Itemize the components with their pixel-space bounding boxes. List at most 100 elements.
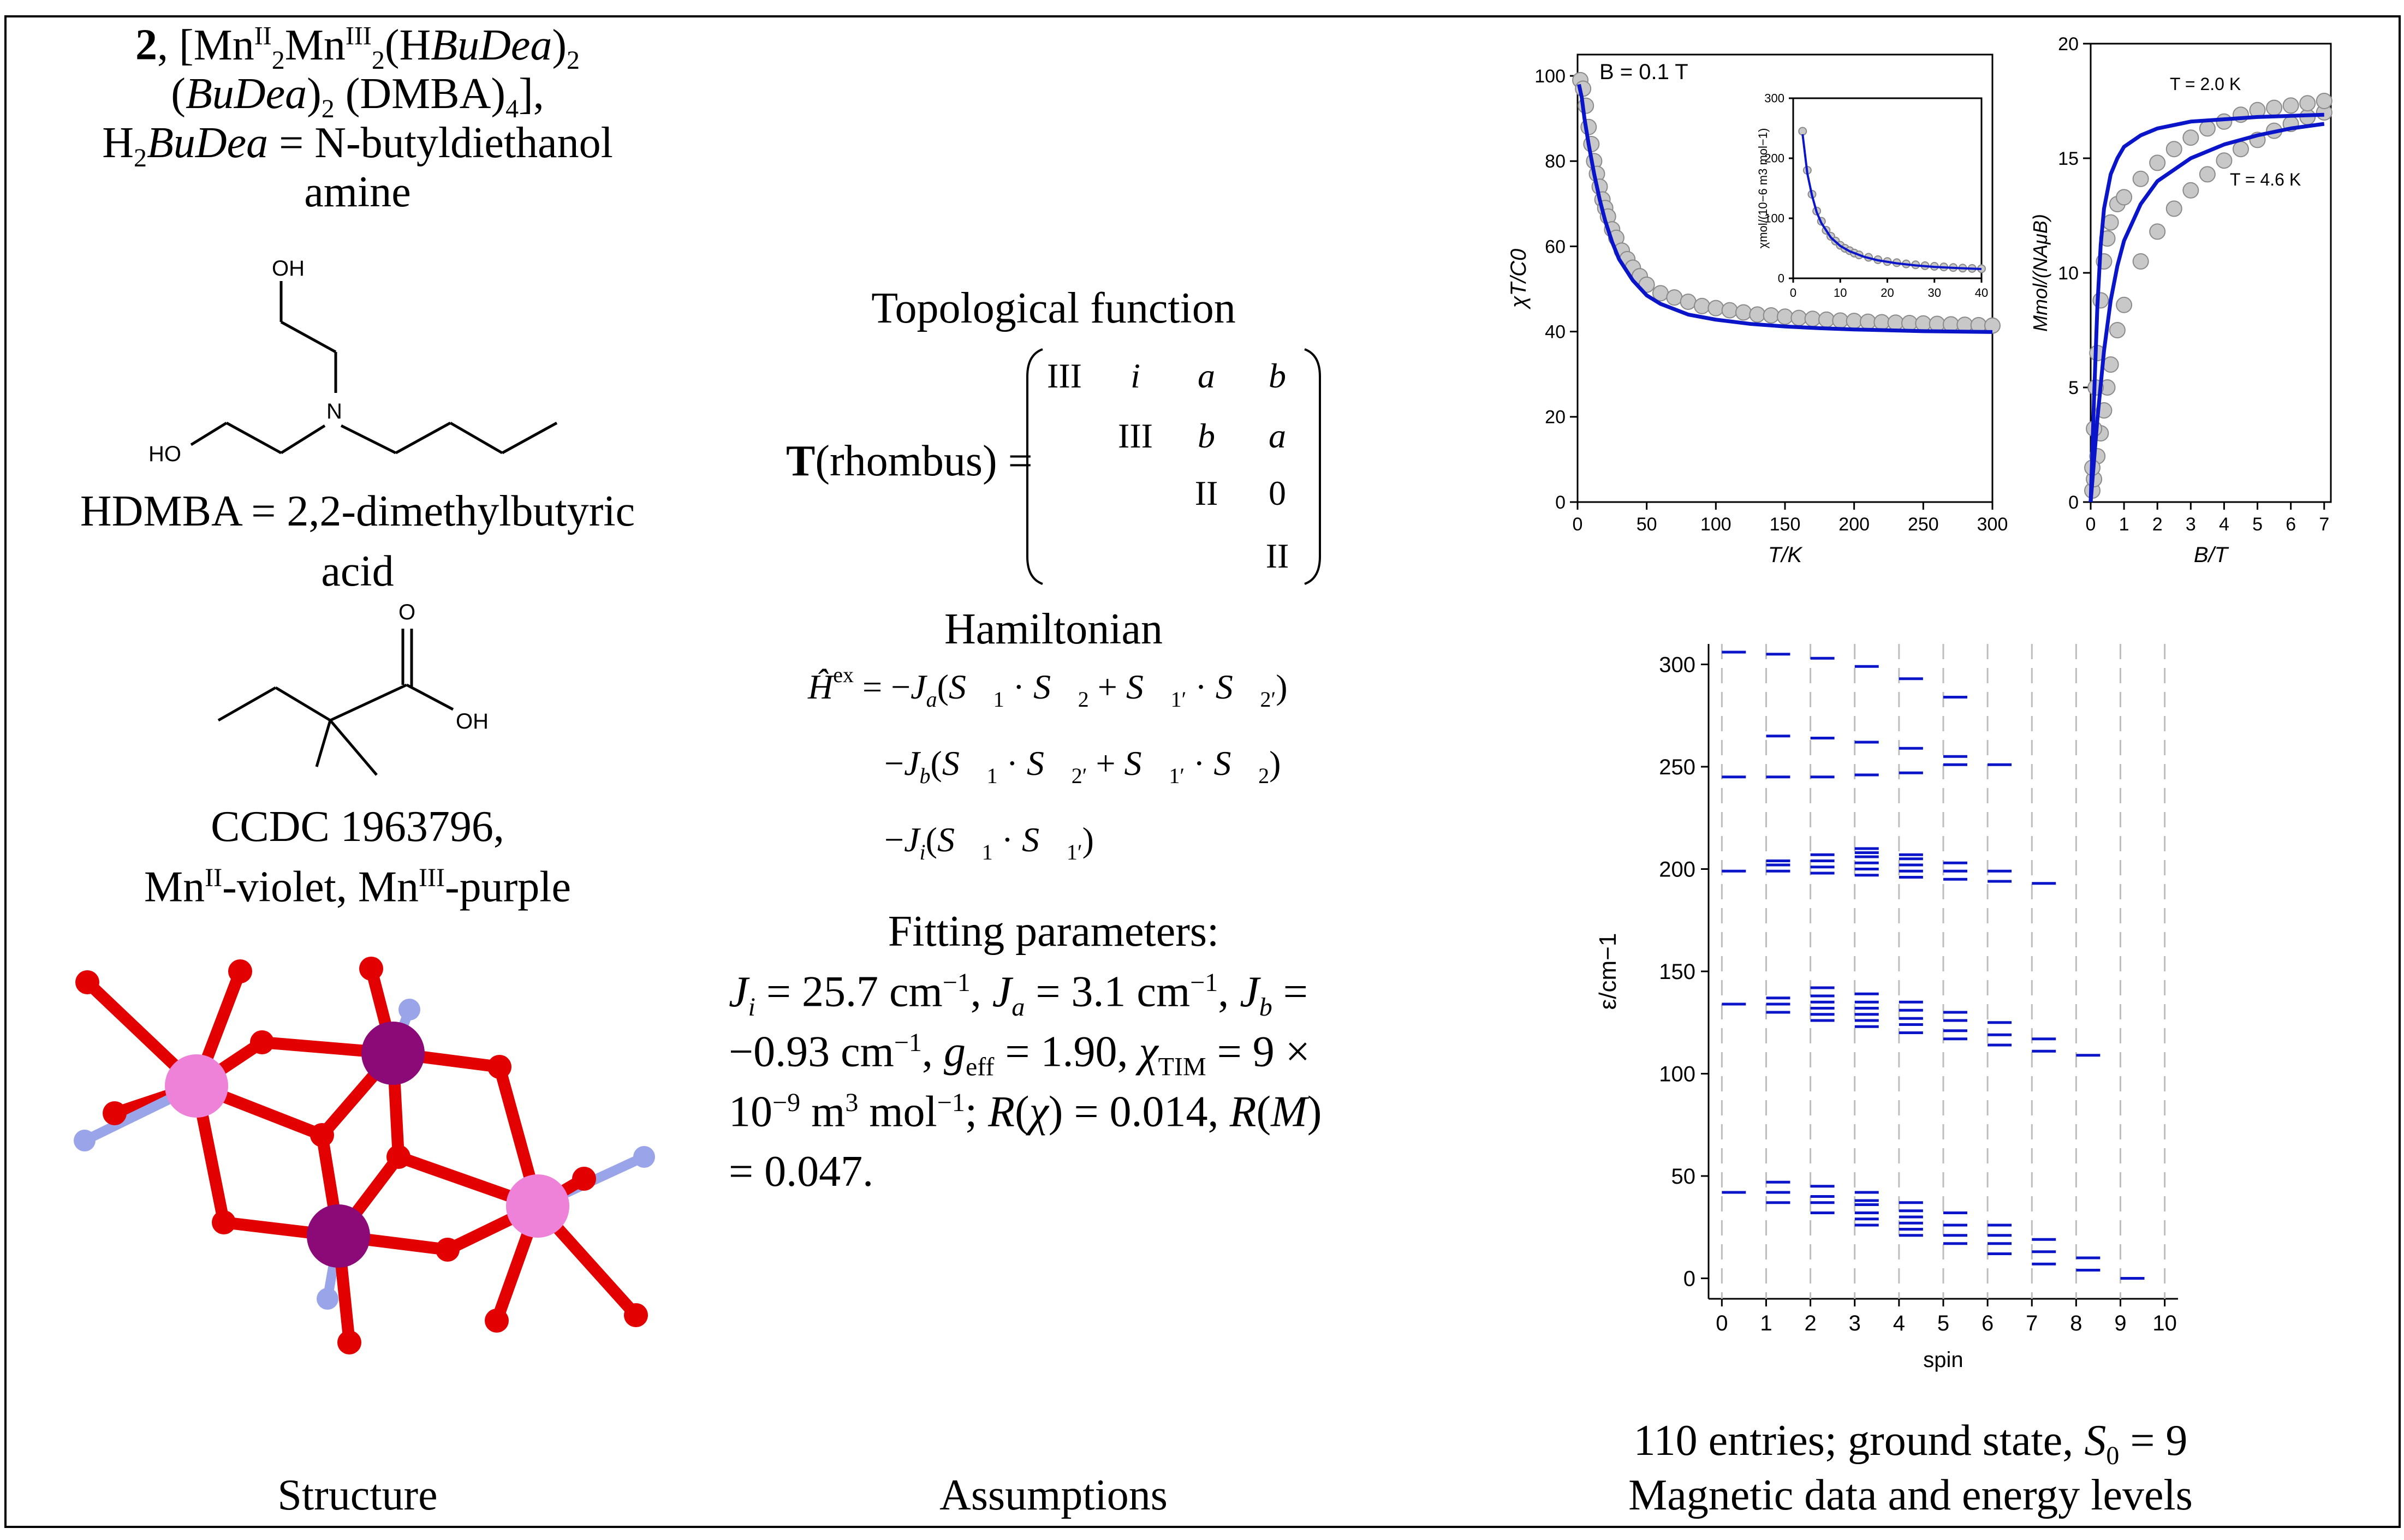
m-y-axis-label: Mmol/(NAμB)	[2029, 214, 2051, 332]
chi-data-point	[1915, 315, 1932, 332]
fitting-parameters-line3: 10−9 m3 mol−1; R(χ) = 0.014, R(M)	[729, 1088, 1322, 1136]
bonds	[80, 963, 649, 1348]
mn2-atom	[165, 1054, 228, 1118]
nitrogen-atom	[74, 1130, 96, 1151]
butyldiethanolamine-structure: OH N HO	[148, 256, 558, 466]
oxygen-atom	[310, 1123, 334, 1147]
m-data-point-4-6k	[2109, 322, 2126, 338]
fitting-parameters-line2: −0.93 cm−1, geff = 1.90, χTIM = 9 ×	[729, 1028, 1310, 1082]
m-data-point-4-6k	[2102, 356, 2119, 373]
y-tick-label: 100	[1764, 212, 1784, 225]
nitrogen-label: N	[326, 399, 342, 423]
chi-data-point	[1735, 304, 1752, 321]
energy-summary-caption: 110 entries; ground state, S0 = 9	[1633, 1417, 2188, 1470]
y-tick-label: 0	[2068, 492, 2079, 513]
y-tick-label: 300	[1659, 653, 1695, 677]
x-tick-label: 6	[2286, 514, 2296, 535]
oxygen-atom	[250, 1030, 274, 1054]
energy-y-axis-label: ε/cm−1	[1594, 933, 1621, 1010]
m-data-point-2-0k	[2299, 95, 2316, 112]
chi-data-point	[1680, 293, 1697, 310]
m-data-point-4-6k	[2149, 223, 2166, 240]
compound-number: 2	[135, 21, 157, 69]
m-data-point-2-0k	[2199, 120, 2216, 137]
structure-caption: Structure	[277, 1471, 438, 1519]
topology-lhs: T(rhombus) =	[786, 437, 1033, 485]
chi-data-point	[1721, 302, 1738, 319]
energy-x-axis-label: spin	[1923, 1348, 1963, 1372]
m-data-point-2-0k	[2216, 113, 2233, 130]
m-data-point-4-6k	[2165, 200, 2182, 217]
x-tick-label: 8	[2070, 1311, 2082, 1335]
compound-formula-line2: (BuDea)2 (DMBA)4],	[171, 70, 544, 123]
x-tick-label: 1	[2119, 514, 2129, 535]
mn3-atom	[307, 1204, 370, 1268]
chi-data-point	[1984, 317, 2001, 334]
topological-function-title: Topological function	[871, 284, 1236, 332]
m-data-point-4-6k	[2116, 296, 2133, 313]
dimethylbutyric-acid-structure: O OH	[217, 600, 489, 776]
matrix-cell: II	[1266, 536, 1289, 575]
chi-data-point	[1887, 314, 1904, 331]
chi-x-axis-label: T/K	[1768, 543, 1804, 567]
chi-data-point	[1873, 314, 1890, 331]
ligand-definition-line1: H2BuDea = N-butyldiethanol	[102, 119, 613, 172]
nitrogen-atom	[633, 1146, 655, 1168]
chi-data-point	[1666, 289, 1683, 306]
inset-y-axis-label: χmol/(10−6 m3 mol−1)	[1756, 128, 1770, 249]
m-x-axis-label: B/T	[2194, 543, 2229, 567]
m-data-point-2-0k	[2102, 214, 2119, 231]
chi-data-point	[1846, 313, 1862, 330]
m-data-point-2-0k	[2316, 93, 2332, 109]
x-tick-label: 10	[1834, 286, 1847, 300]
ho-left-label: HO	[148, 442, 181, 466]
crystal-structure	[74, 957, 655, 1354]
svg-text:−Ji(S⃗1 · S⃗1′): −Ji(S⃗1 · S⃗1′)	[884, 820, 1094, 864]
x-tick-label: 0	[1716, 1311, 1728, 1335]
oxygen-atom	[359, 957, 383, 981]
inset-data-point	[1798, 127, 1807, 136]
fitting-parameters-title: Fitting parameters:	[888, 908, 1219, 956]
chi-data-point	[1707, 300, 1724, 317]
oxygen-atom	[485, 1309, 509, 1333]
matrix-cell: b	[1198, 416, 1215, 455]
m-data-point-2-0k	[2132, 170, 2149, 187]
x-tick-label: 4	[2219, 514, 2229, 535]
inset-fit-line	[1801, 134, 1982, 270]
m-data-point-4-6k	[2233, 141, 2249, 158]
magnetization-chart: 0 1 2 3 4 5 6 7 0 5 10 15 20 T = 2.0 K T = 4.6 K B/T Mmo…	[2029, 34, 2332, 567]
x-tick-label: 1	[1760, 1311, 1772, 1335]
chi-data-point	[1694, 297, 1710, 314]
chi-data-point	[1575, 80, 1592, 97]
matrix-cell: III	[1047, 356, 1082, 395]
y-tick-label: 5	[2068, 378, 2079, 398]
chi-data-point	[1749, 306, 1766, 323]
y-tick-label: 200	[1659, 858, 1695, 882]
ccdc-line1: CCDC 1963796,	[211, 803, 504, 851]
x-tick-label: 6	[1981, 1311, 1994, 1335]
x-tick-label: 3	[2186, 514, 2196, 535]
m-data-point-2-0k	[2116, 189, 2133, 206]
nitrogen-atom	[317, 1288, 338, 1310]
y-tick-label: 100	[1534, 66, 1566, 87]
chi-data-point	[1929, 315, 1945, 332]
m-data-point-2-0k	[2266, 99, 2283, 116]
oxygen-atom	[103, 1101, 127, 1125]
magnetic-data-caption: Magnetic data and energy levels	[1628, 1471, 2193, 1519]
x-tick-label: 2	[2152, 514, 2163, 535]
inset-background	[1793, 98, 1981, 278]
x-tick-label: 0	[1790, 286, 1796, 300]
y-tick-label: 80	[1545, 151, 1566, 172]
oxygen-atom	[572, 1167, 596, 1191]
m-data-point-2-0k	[2282, 97, 2299, 114]
x-tick-label: 50	[1637, 514, 1657, 535]
annotation-2-0k: T = 2.0 K	[2170, 74, 2241, 94]
y-tick-label: 10	[2058, 263, 2079, 284]
x-tick-label: 200	[1838, 514, 1870, 535]
mn2-atom	[506, 1174, 569, 1238]
m-data-point-2-0k	[2149, 154, 2166, 171]
x-tick-label: 7	[2026, 1311, 2038, 1335]
oxygen-atom	[487, 1055, 511, 1079]
